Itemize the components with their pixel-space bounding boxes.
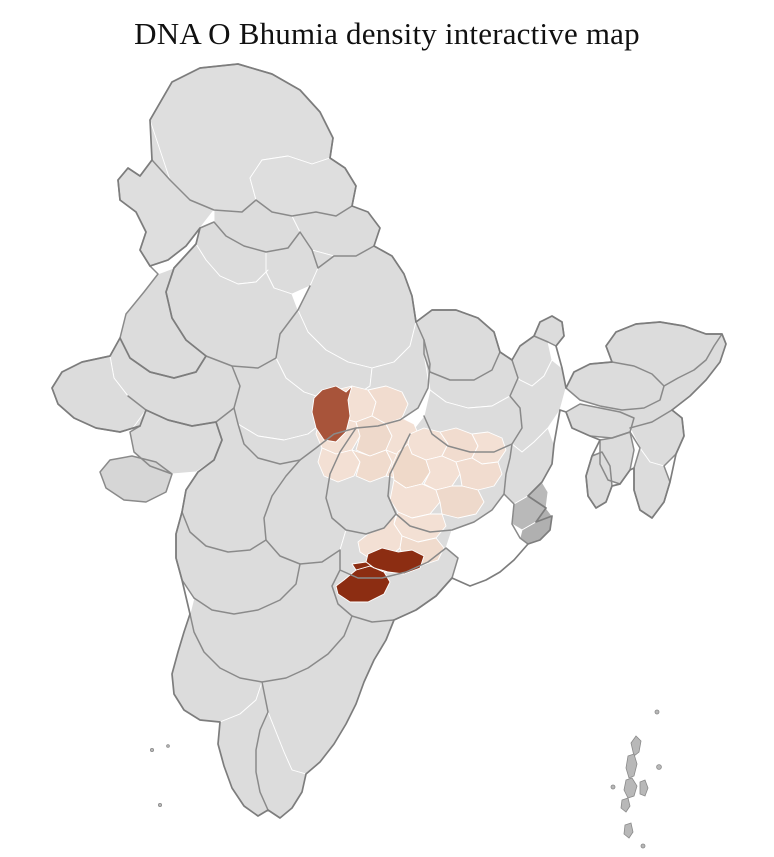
highlight-cluster-odisha[interactable]	[335, 427, 507, 603]
island-dot[interactable]	[640, 843, 646, 849]
district-highlight-peak[interactable]	[311, 385, 353, 443]
island-polygon[interactable]	[623, 822, 634, 839]
andaman-nicobar-islands[interactable]	[610, 709, 662, 857]
island-dot[interactable]	[610, 784, 616, 790]
state-boundary	[193, 563, 301, 615]
state-boundary	[387, 493, 505, 533]
island-polygon[interactable]	[623, 777, 638, 799]
india-outline	[51, 63, 727, 819]
district-highlight-light[interactable]	[389, 479, 441, 519]
island-polygon[interactable]	[639, 779, 649, 797]
state-boundary	[255, 681, 269, 811]
state-boundary	[233, 321, 431, 465]
state-boundary	[423, 415, 529, 545]
island-dot[interactable]	[157, 803, 162, 808]
district-highlight-light[interactable]	[435, 485, 485, 519]
island-polygon[interactable]	[630, 735, 642, 757]
country-boundary-layer	[51, 63, 727, 819]
india-map-canvas[interactable]	[0, 60, 774, 857]
page-title: DNA O Bhumia density interactive map	[134, 16, 640, 51]
district-highlight-light[interactable]	[317, 447, 361, 483]
island-dot[interactable]	[149, 748, 154, 753]
island-polygon[interactable]	[620, 797, 631, 813]
island-dot[interactable]	[656, 764, 662, 770]
india-choropleth-svg[interactable]	[0, 60, 774, 857]
island-dot[interactable]	[654, 709, 660, 715]
state-boundary	[181, 511, 267, 553]
district-highlight-light[interactable]	[455, 457, 503, 491]
island-polygon[interactable]	[625, 753, 638, 779]
state-boundary	[423, 339, 501, 381]
island-dot[interactable]	[166, 744, 170, 748]
state-boundary	[325, 427, 411, 535]
district-highlight-peak[interactable]	[351, 561, 389, 573]
